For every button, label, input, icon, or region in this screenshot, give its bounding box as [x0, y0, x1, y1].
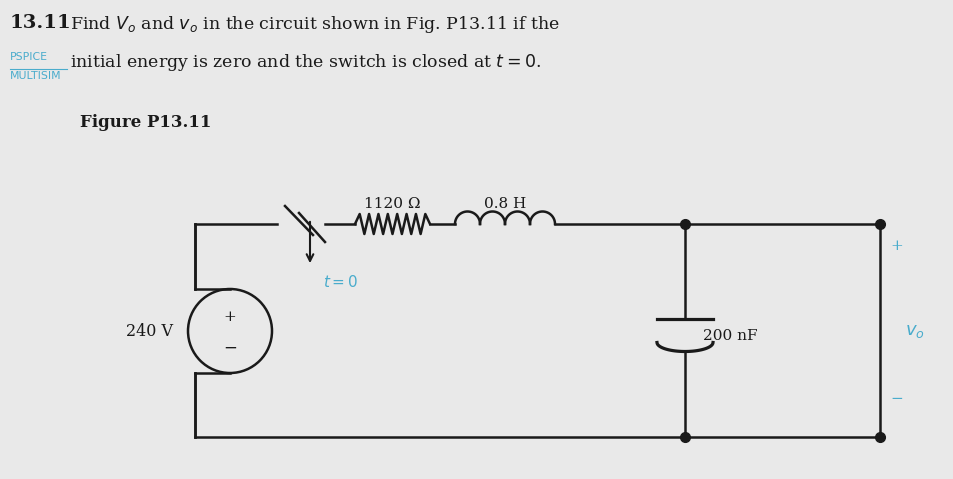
Text: $t = 0$: $t = 0$: [323, 274, 358, 290]
Text: 1120 Ω: 1120 Ω: [364, 197, 420, 211]
Text: 200 nF: 200 nF: [702, 329, 757, 342]
Text: PSPICE: PSPICE: [10, 52, 48, 62]
Text: initial energy is zero and the switch is closed at $t = 0$.: initial energy is zero and the switch is…: [70, 52, 540, 73]
Text: Figure P13.11: Figure P13.11: [80, 114, 212, 131]
Text: +: +: [889, 239, 902, 253]
Text: Find $V_o$ and $v_o$ in the circuit shown in Fig. P13.11 if the: Find $V_o$ and $v_o$ in the circuit show…: [70, 14, 559, 35]
Text: MULTISIM: MULTISIM: [10, 71, 62, 81]
Text: −: −: [889, 392, 902, 406]
Text: 13.11: 13.11: [10, 14, 71, 32]
Text: +: +: [223, 310, 236, 324]
Text: 0.8 H: 0.8 H: [483, 197, 525, 211]
Text: −: −: [223, 340, 236, 356]
Text: 240 V: 240 V: [126, 322, 172, 340]
Text: $v_o$: $v_o$: [904, 321, 923, 340]
